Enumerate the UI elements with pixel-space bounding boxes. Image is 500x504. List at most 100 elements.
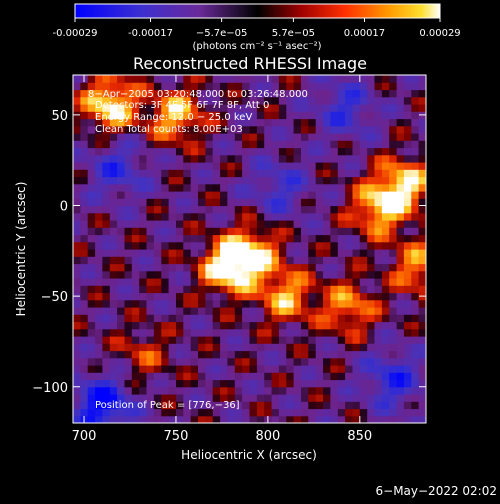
heatmap-cell <box>315 285 324 294</box>
colorbar-tick-label: -0.00017 <box>128 28 173 39</box>
heatmap-cell <box>227 133 236 141</box>
heatmap-cell <box>374 140 383 149</box>
heatmap-cell <box>102 249 111 257</box>
heatmap-cell <box>286 321 295 330</box>
heatmap-cell <box>198 154 206 163</box>
heatmap-cell <box>117 372 125 381</box>
heatmap-cell <box>139 96 148 105</box>
heatmap-cell <box>168 104 177 112</box>
heatmap-cell <box>418 299 426 308</box>
heatmap-cell <box>381 198 390 207</box>
heatmap-cell <box>330 96 339 105</box>
heatmap-cell <box>389 270 398 279</box>
heatmap-cell <box>220 198 228 207</box>
heatmap-cell <box>359 372 368 381</box>
heatmap-cell <box>352 227 361 236</box>
heatmap-cell <box>381 82 390 91</box>
heatmap-cell <box>308 169 317 178</box>
heatmap-cell <box>109 408 118 417</box>
heatmap-cell <box>389 104 398 112</box>
heatmap-cell <box>95 133 103 141</box>
heatmap-cell <box>168 386 177 395</box>
heatmap-cell <box>168 212 177 221</box>
heatmap-cell <box>73 350 81 359</box>
heatmap-cell <box>146 328 155 337</box>
heatmap-cell <box>234 111 243 120</box>
heatmap-cell <box>183 89 192 98</box>
heatmap-cell <box>190 96 199 105</box>
heatmap-cell <box>315 191 324 199</box>
heatmap-cell <box>242 147 250 156</box>
heatmap-cell <box>308 408 317 417</box>
heatmap-cell <box>271 292 280 301</box>
heatmap-cell <box>271 357 280 366</box>
heatmap-cell <box>352 212 361 221</box>
heatmap-cell <box>374 379 383 388</box>
heatmap-cell <box>131 183 140 192</box>
heatmap-cell <box>80 270 89 279</box>
heatmap-cell <box>367 169 376 178</box>
heatmap-cell <box>323 176 331 185</box>
heatmap-cell <box>146 191 155 199</box>
heatmap-cell <box>234 169 243 178</box>
heatmap-cell <box>367 205 376 214</box>
heatmap-cell <box>212 162 221 170</box>
heatmap-cell <box>198 133 206 141</box>
heatmap-cell <box>293 111 302 120</box>
heatmap-cell <box>168 169 177 178</box>
heatmap-cell <box>212 285 221 294</box>
heatmap-cell <box>131 365 140 373</box>
heatmap-cell <box>330 212 339 221</box>
heatmap-cell <box>227 183 236 192</box>
heatmap-cell <box>153 299 162 308</box>
heatmap-cell <box>227 270 236 279</box>
heatmap-cell <box>337 299 346 308</box>
heatmap-cell <box>124 205 133 214</box>
heatmap-cell <box>73 154 81 163</box>
heatmap-cell <box>95 176 103 185</box>
heatmap-cell <box>146 176 155 185</box>
heatmap-cell <box>389 299 398 308</box>
heatmap-cell <box>80 256 89 265</box>
heatmap-cell <box>315 125 324 134</box>
heatmap-cell <box>139 408 148 417</box>
heatmap-cell <box>389 75 398 83</box>
heatmap-cell <box>139 82 148 91</box>
heatmap-cell <box>212 198 221 207</box>
heatmap-cell <box>359 89 368 98</box>
heatmap-cell <box>87 307 96 315</box>
heatmap-cell <box>80 372 89 381</box>
heatmap-cell <box>278 256 287 265</box>
heatmap-cell <box>278 401 287 410</box>
heatmap-cell <box>205 125 214 134</box>
heatmap-cell <box>131 278 140 286</box>
heatmap-cell <box>337 227 346 236</box>
heatmap-cell <box>146 263 155 272</box>
heatmap-cell <box>418 234 426 243</box>
heatmap-cell <box>198 328 206 337</box>
heatmap-cell <box>242 328 250 337</box>
heatmap-cell <box>249 379 258 388</box>
heatmap-cell <box>403 183 412 192</box>
heatmap-cell <box>205 394 214 402</box>
heatmap-cell <box>411 263 420 272</box>
heatmap-cell <box>220 147 228 156</box>
heatmap-cell <box>308 386 317 395</box>
heatmap-cell <box>367 75 376 83</box>
heatmap-cell <box>403 408 412 417</box>
heatmap-cell <box>411 154 420 163</box>
heatmap-cell <box>212 140 221 149</box>
heatmap-cell <box>337 147 346 156</box>
heatmap-cell <box>418 125 426 134</box>
heatmap-cell <box>389 343 398 352</box>
heatmap-cell <box>352 379 361 388</box>
heatmap-cell <box>381 372 390 381</box>
heatmap-cell <box>359 415 368 423</box>
heatmap-cell <box>212 278 221 286</box>
heatmap-cell <box>352 154 361 163</box>
heatmap-cell <box>102 299 111 308</box>
heatmap-cell <box>242 336 250 344</box>
heatmap-cell <box>403 162 412 170</box>
heatmap-cell <box>176 82 184 91</box>
heatmap-cell <box>212 227 221 236</box>
